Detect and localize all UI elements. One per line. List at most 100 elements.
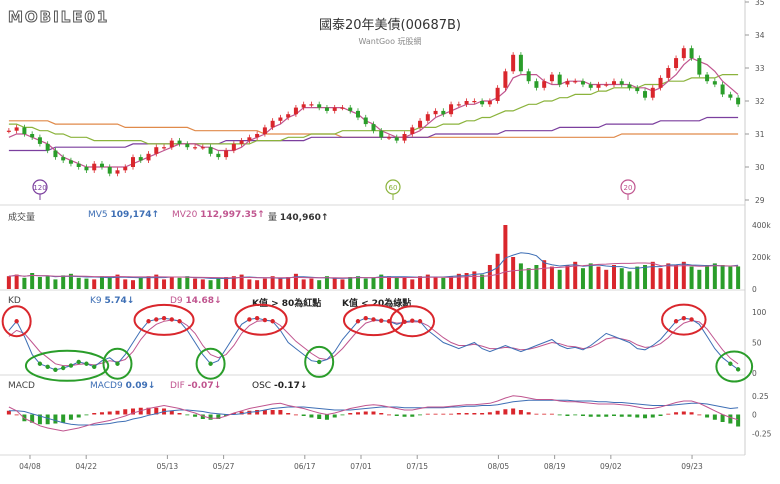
osc-bar <box>557 414 562 416</box>
volume-bar <box>410 279 415 289</box>
k9-label: K9 <box>90 296 102 306</box>
candle-body <box>511 54 516 72</box>
volume-value: 140,960↑ <box>279 213 329 223</box>
x-tick-label: 05/13 <box>157 462 179 471</box>
candle-body <box>262 127 267 134</box>
x-tick-label: 05/27 <box>213 462 235 471</box>
volume-bar <box>650 261 655 289</box>
mv5-label: MV5 <box>88 210 108 220</box>
volume-bar <box>340 279 345 289</box>
candle-body <box>247 137 252 141</box>
candle-body <box>92 163 97 171</box>
candle-body <box>293 107 298 115</box>
volume-bar <box>425 274 430 289</box>
candle-body <box>301 104 306 108</box>
volume-bar <box>619 268 624 289</box>
volume-bar <box>689 266 694 289</box>
osc-bar <box>185 414 190 416</box>
osc-bar <box>580 414 585 416</box>
x-tick-label: 06/17 <box>294 462 316 471</box>
mobile01-logo: MOBILE01 <box>7 8 110 27</box>
osc-bar <box>596 414 601 417</box>
chart-title: 國泰20年美債(00687B) <box>319 18 461 33</box>
volume-bar <box>208 280 213 289</box>
volume-bar <box>557 269 562 289</box>
volume-bar <box>45 276 50 289</box>
volume-bar <box>92 279 97 289</box>
osc-bar <box>619 414 624 417</box>
volume-bar <box>666 263 671 289</box>
k-green-dot <box>37 361 43 366</box>
osc-bar <box>169 410 174 415</box>
osc-bar <box>371 411 376 415</box>
k-green-dot <box>84 361 89 366</box>
osc-bar <box>379 413 384 415</box>
osc-bar <box>464 413 469 415</box>
candle-body <box>162 147 167 149</box>
volume-bar <box>332 277 337 289</box>
candle-body <box>518 54 523 72</box>
volume-bar <box>317 280 322 289</box>
kd-overbought-circle <box>1 305 32 338</box>
ma-marker-label: 120 <box>33 184 46 192</box>
osc-bar <box>689 412 694 415</box>
candle-body <box>425 114 430 121</box>
osc-bar <box>627 414 632 417</box>
volume-bar <box>115 274 120 289</box>
mv20-indicator: MV20 112,997.35↑ <box>172 210 265 220</box>
osc-bar <box>526 412 531 415</box>
kd-oversold-circle <box>195 347 226 380</box>
candle-body <box>472 101 477 103</box>
volume-bar <box>231 276 236 289</box>
kd-oversold-circle <box>715 350 754 383</box>
ma5-line <box>8 57 739 168</box>
volume-bar <box>61 275 66 289</box>
d9-indicator: D9 14.68↓ <box>170 296 222 306</box>
dif-indicator: DIF -0.07↓ <box>170 381 221 391</box>
volume-bar <box>720 265 725 289</box>
candle-body <box>565 81 570 85</box>
volume-bar <box>394 277 399 289</box>
osc-bar <box>650 414 655 418</box>
osc-bar <box>340 414 345 416</box>
volume-bar <box>6 276 11 289</box>
volume-bar <box>518 263 523 289</box>
volume-bar <box>371 277 376 289</box>
osc-bar <box>231 413 236 415</box>
candle-body <box>588 84 593 88</box>
volume-bar <box>270 276 275 289</box>
candle-body <box>526 71 531 82</box>
osc-bar <box>588 414 593 417</box>
osc-bar <box>480 413 485 415</box>
candle-body <box>99 163 104 167</box>
volume-bar <box>441 277 446 289</box>
osc-bar <box>286 413 291 415</box>
k-green-dot <box>735 367 741 372</box>
k9-value: 5.74↓ <box>104 296 135 306</box>
osc-label: OSC <box>252 381 272 391</box>
osc-bar <box>611 414 616 416</box>
osc-bar <box>549 413 554 415</box>
ma-marker-circle <box>620 179 636 195</box>
macd-panel-label: MACD <box>8 381 35 391</box>
volume-bar <box>526 268 531 289</box>
x-tick-label: 08/19 <box>544 462 566 471</box>
candle-body <box>340 107 345 109</box>
osc-bar <box>736 414 741 427</box>
candle-body <box>185 143 190 148</box>
volume-bar <box>193 278 198 289</box>
candle-body <box>169 140 174 148</box>
osc-bar <box>115 410 120 415</box>
kd-panel-label: KD <box>8 296 21 306</box>
chart-subtitle: WantGoo 玩股網 <box>358 37 422 46</box>
candle-body <box>557 74 562 85</box>
candle-body <box>76 163 81 167</box>
k-red-dot <box>270 319 275 324</box>
osc-bar <box>410 414 415 417</box>
candle-body <box>270 120 275 128</box>
candle-body <box>255 134 260 138</box>
volume-bar <box>549 266 554 289</box>
candle-body <box>332 107 337 111</box>
volume-bar <box>68 273 73 289</box>
osc-bar <box>99 412 104 415</box>
